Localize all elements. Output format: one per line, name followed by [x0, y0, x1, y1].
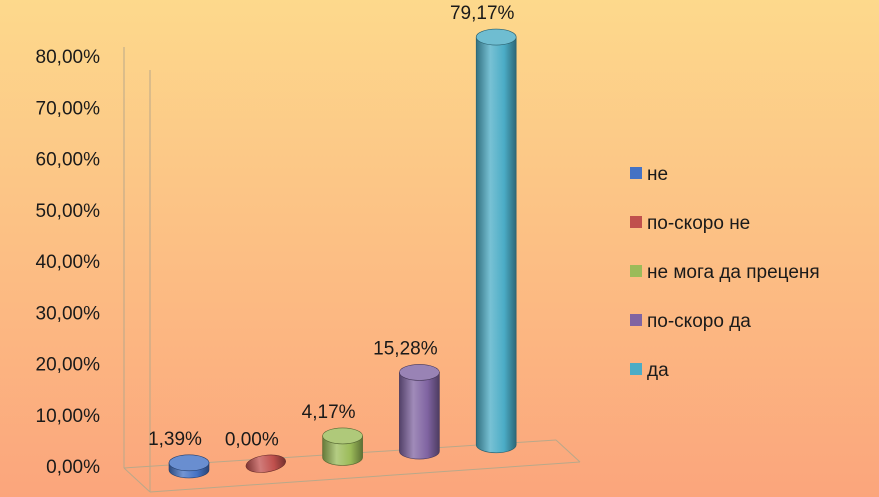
- bar-top: [245, 454, 286, 473]
- data-label: 79,17%: [450, 3, 515, 24]
- legend-swatch: [630, 216, 642, 228]
- y-tick-label: 40,00%: [36, 252, 101, 273]
- legend-label: да: [647, 360, 669, 381]
- legend-item: не: [630, 164, 668, 185]
- bar-top: [475, 28, 517, 46]
- legend-swatch: [630, 167, 642, 179]
- y-tick-label: 80,00%: [36, 47, 101, 68]
- bars: [168, 28, 517, 479]
- bar-body: [475, 36, 517, 454]
- y-tick-label: 30,00%: [36, 303, 101, 324]
- data-label: 0,00%: [225, 430, 279, 451]
- floor-front-line: [149, 461, 581, 493]
- data-label: 15,28%: [373, 338, 438, 359]
- legend: не по-скоро не не мога да преценя по-скоро …: [630, 164, 820, 381]
- legend-label: по-скоро не: [647, 213, 750, 234]
- data-label: 4,17%: [302, 402, 356, 423]
- legend-label: не: [647, 164, 668, 185]
- bar-top: [399, 364, 440, 381]
- bar-5: [475, 28, 517, 454]
- bar-top: [168, 454, 210, 472]
- legend-swatch: [630, 314, 642, 326]
- legend-item: да: [630, 360, 669, 381]
- y-tick-label: 60,00%: [36, 150, 101, 171]
- legend-item: не мога да преценя: [630, 262, 820, 283]
- legend-item: по-скоро не: [630, 213, 750, 234]
- bar-top: [322, 427, 363, 445]
- y-tick-label: 20,00%: [36, 355, 101, 376]
- y-tick-labels: 0,00% 10,00% 20,00% 30,00% 40,00% 50,00% 60,00…: [36, 47, 101, 478]
- bar-4: [399, 364, 440, 460]
- legend-swatch: [630, 265, 642, 277]
- y-tick-label: 70,00%: [36, 98, 101, 119]
- bar-3: [322, 427, 363, 466]
- data-labels: 1,39% 0,00% 4,17% 15,28% 79,17%: [148, 3, 514, 451]
- legend-item: по-скоро да: [630, 311, 751, 332]
- y-tick-label: 50,00%: [36, 201, 101, 222]
- y-tick-label: 10,00%: [36, 406, 101, 427]
- bar-2: [245, 454, 286, 473]
- bar-body: [399, 372, 440, 460]
- floor-left-edge: [123, 467, 151, 493]
- legend-swatch: [630, 363, 642, 375]
- legend-label: не мога да преценя: [647, 262, 820, 283]
- data-label: 1,39%: [148, 429, 202, 450]
- legend-label: по-скоро да: [647, 311, 751, 332]
- bar-body: [322, 435, 363, 466]
- floor-right-edge: [555, 439, 581, 463]
- y-tick-label: 0,00%: [46, 457, 100, 478]
- bar-1: [168, 454, 210, 479]
